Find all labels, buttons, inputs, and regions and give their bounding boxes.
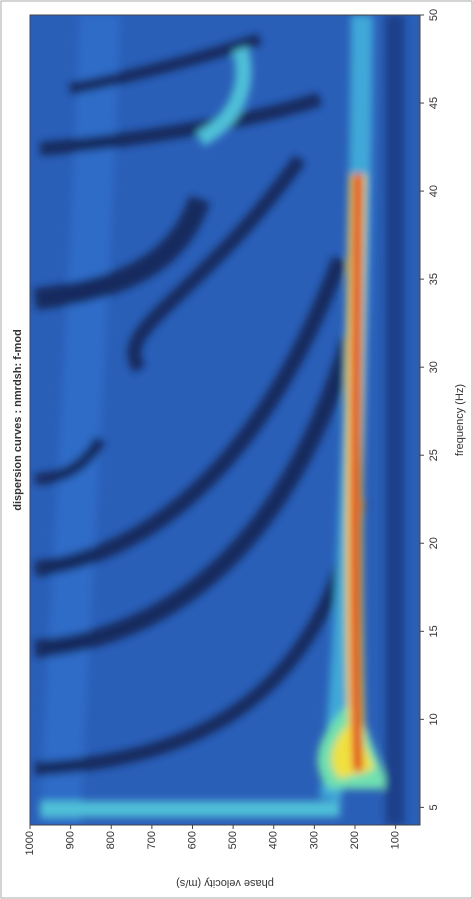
x-tick-label: 20 bbox=[428, 537, 440, 549]
y-tick-label: 200 bbox=[349, 831, 361, 849]
x-tick-label: 30 bbox=[428, 361, 440, 373]
y-tick-label: 700 bbox=[146, 831, 158, 849]
y-tick-label: 500 bbox=[227, 831, 239, 849]
heatmap bbox=[30, 15, 420, 825]
y-tick-label: 900 bbox=[65, 831, 77, 849]
y-tick-label: 400 bbox=[268, 831, 280, 849]
y-tick-label: 600 bbox=[186, 831, 198, 849]
x-tick-label: 45 bbox=[428, 97, 440, 109]
y-tick-label: 100 bbox=[390, 831, 402, 849]
x-tick-label: 40 bbox=[428, 185, 440, 197]
x-tick-label: 10 bbox=[428, 713, 440, 725]
y-axis-label: phase velocity (m/s) bbox=[176, 877, 274, 889]
x-tick-label: 50 bbox=[428, 9, 440, 21]
y-tick-label: 1000 bbox=[24, 831, 36, 855]
x-tick-label: 35 bbox=[428, 273, 440, 285]
plot-border bbox=[29, 14, 421, 826]
y-tick-label: 300 bbox=[308, 831, 320, 849]
x-tick-label: 25 bbox=[428, 449, 440, 461]
x-tick-label: 15 bbox=[428, 625, 440, 637]
x-axis-label: frequency (Hz) bbox=[454, 384, 466, 456]
chart-title: dispersion curves : nmrdsh: f-mod bbox=[12, 329, 24, 511]
y-tick-label: 800 bbox=[105, 831, 117, 849]
chart: dispersion curves : nmrdsh: f-mod freque… bbox=[12, 9, 466, 889]
x-tick-label: 5 bbox=[428, 804, 440, 810]
